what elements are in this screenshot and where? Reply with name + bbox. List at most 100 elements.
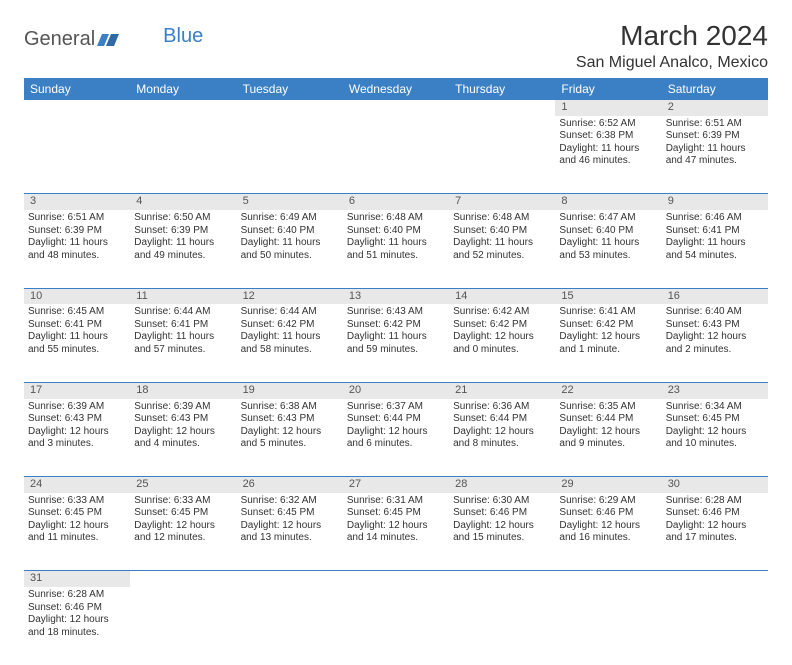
sunset-text: Sunset: 6:46 PM — [453, 507, 551, 520]
daylight-text: Daylight: 12 hours — [666, 331, 764, 344]
daylight-text: Daylight: 12 hours — [347, 426, 445, 439]
daynum-row: 10111213141516 — [24, 288, 768, 304]
sunrise-text: Sunrise: 6:44 AM — [134, 306, 232, 319]
month-title: March 2024 — [576, 20, 768, 52]
daylight-text: Daylight: 11 hours — [666, 237, 764, 250]
day-cell — [343, 587, 449, 665]
weekday-header-row: Sunday Monday Tuesday Wednesday Thursday… — [24, 78, 768, 100]
logo-text-general: General — [24, 28, 95, 51]
day-number-cell: 18 — [130, 382, 236, 398]
sunrise-text: Sunrise: 6:48 AM — [347, 212, 445, 225]
daylight-text: Daylight: 12 hours — [241, 426, 339, 439]
day-content-row: Sunrise: 6:51 AMSunset: 6:39 PM Daylight:… — [24, 210, 768, 288]
day-cell: Sunrise: 6:28 AMSunset: 6:46 PMDaylight:… — [662, 493, 768, 571]
daylight-text: Daylight: 11 hours — [559, 237, 657, 250]
day-number-cell: 10 — [24, 288, 130, 304]
day-cell: Sunrise: 6:41 AMSunset: 6:42 PMDaylight:… — [555, 304, 661, 382]
day-number-cell: 26 — [237, 477, 343, 493]
daylight-text: and 4 minutes. — [134, 438, 232, 451]
day-cell: Sunrise: 6:30 AMSunset: 6:46 PMDaylight:… — [449, 493, 555, 571]
daylight-text: and 11 minutes. — [28, 532, 126, 545]
daylight-text: and 5 minutes. — [241, 438, 339, 451]
day-number-cell: 15 — [555, 288, 661, 304]
weekday-header: Tuesday — [237, 78, 343, 100]
day-number-cell: 1 — [555, 100, 661, 116]
day-content-row: Sunrise: 6:33 AMSunset: 6:45 PMDaylight:… — [24, 493, 768, 571]
daylight-text: and 15 minutes. — [453, 532, 551, 545]
day-number-cell: 23 — [662, 382, 768, 398]
daylight-text: Daylight: 12 hours — [559, 426, 657, 439]
sunset-text: Sunset: 6:39 PM — [28, 225, 126, 238]
day-number-cell: 2 — [662, 100, 768, 116]
daylight-text: and 0 minutes. — [453, 344, 551, 357]
sunrise-text: Sunrise: 6:44 AM — [241, 306, 339, 319]
daylight-text: and 12 minutes. — [134, 532, 232, 545]
sunrise-text: Sunrise: 6:39 AM — [28, 401, 126, 414]
day-cell: Sunrise: 6:50 AMSunset: 6:39 PMDaylight:… — [130, 210, 236, 288]
daylight-text: Daylight: 12 hours — [559, 331, 657, 344]
day-number-cell: 7 — [449, 194, 555, 210]
daylight-text: and 9 minutes. — [559, 438, 657, 451]
day-cell: Sunrise: 6:47 AMSunset: 6:40 PMDaylight:… — [555, 210, 661, 288]
daylight-text: Daylight: 11 hours — [347, 331, 445, 344]
daylight-text: and 57 minutes. — [134, 344, 232, 357]
sunrise-text: Sunrise: 6:32 AM — [241, 495, 339, 508]
day-number-cell: 20 — [343, 382, 449, 398]
sunrise-text: Sunrise: 6:28 AM — [28, 589, 126, 602]
weekday-header: Monday — [130, 78, 236, 100]
sunrise-text: Sunrise: 6:29 AM — [559, 495, 657, 508]
day-cell: Sunrise: 6:51 AMSunset: 6:39 PMDaylight:… — [662, 116, 768, 194]
sunrise-text: Sunrise: 6:50 AM — [134, 212, 232, 225]
day-cell: Sunrise: 6:51 AMSunset: 6:39 PMDaylight:… — [24, 210, 130, 288]
daylight-text: and 55 minutes. — [28, 344, 126, 357]
daylight-text: and 47 minutes. — [666, 155, 764, 168]
day-cell: Sunrise: 6:46 AMSunset: 6:41 PMDaylight:… — [662, 210, 768, 288]
daylight-text: Daylight: 12 hours — [453, 426, 551, 439]
day-cell — [237, 116, 343, 194]
daylight-text: Daylight: 12 hours — [347, 520, 445, 533]
sunrise-text: Sunrise: 6:33 AM — [134, 495, 232, 508]
daylight-text: Daylight: 12 hours — [28, 426, 126, 439]
sunset-text: Sunset: 6:42 PM — [241, 319, 339, 332]
daylight-text: Daylight: 11 hours — [347, 237, 445, 250]
daylight-text: and 14 minutes. — [347, 532, 445, 545]
sunset-text: Sunset: 6:41 PM — [666, 225, 764, 238]
daynum-row: 3456789 — [24, 194, 768, 210]
day-number-cell: 29 — [555, 477, 661, 493]
sunset-text: Sunset: 6:40 PM — [453, 225, 551, 238]
calendar-table: Sunday Monday Tuesday Wednesday Thursday… — [24, 78, 768, 665]
sunrise-text: Sunrise: 6:45 AM — [28, 306, 126, 319]
day-number-cell: 12 — [237, 288, 343, 304]
sunrise-text: Sunrise: 6:34 AM — [666, 401, 764, 414]
daynum-row: 12 — [24, 100, 768, 116]
daylight-text: Daylight: 12 hours — [28, 614, 126, 627]
sunset-text: Sunset: 6:43 PM — [666, 319, 764, 332]
day-cell: Sunrise: 6:48 AMSunset: 6:40 PMDaylight:… — [343, 210, 449, 288]
day-number-cell — [130, 100, 236, 116]
daylight-text: and 46 minutes. — [559, 155, 657, 168]
day-number-cell: 17 — [24, 382, 130, 398]
sunrise-text: Sunrise: 6:31 AM — [347, 495, 445, 508]
weekday-header: Thursday — [449, 78, 555, 100]
daylight-text: and 1 minute. — [559, 344, 657, 357]
day-cell — [555, 587, 661, 665]
sunrise-text: Sunrise: 6:46 AM — [666, 212, 764, 225]
daylight-text: and 17 minutes. — [666, 532, 764, 545]
sunrise-text: Sunrise: 6:49 AM — [241, 212, 339, 225]
daylight-text: Daylight: 11 hours — [134, 331, 232, 344]
day-number-cell: 14 — [449, 288, 555, 304]
day-cell — [130, 116, 236, 194]
day-cell: Sunrise: 6:29 AMSunset: 6:46 PMDaylight:… — [555, 493, 661, 571]
daynum-row: 24252627282930 — [24, 477, 768, 493]
sunrise-text: Sunrise: 6:40 AM — [666, 306, 764, 319]
day-number-cell — [343, 571, 449, 587]
day-content-row: Sunrise: 6:45 AMSunset: 6:41 PMDaylight:… — [24, 304, 768, 382]
sunrise-text: Sunrise: 6:37 AM — [347, 401, 445, 414]
daylight-text: Daylight: 12 hours — [241, 520, 339, 533]
day-number-cell — [555, 571, 661, 587]
day-cell: Sunrise: 6:36 AMSunset: 6:44 PMDaylight:… — [449, 399, 555, 477]
sunrise-text: Sunrise: 6:39 AM — [134, 401, 232, 414]
day-number-cell: 21 — [449, 382, 555, 398]
day-cell: Sunrise: 6:28 AMSunset: 6:46 PMDaylight:… — [24, 587, 130, 665]
sunrise-text: Sunrise: 6:51 AM — [28, 212, 126, 225]
